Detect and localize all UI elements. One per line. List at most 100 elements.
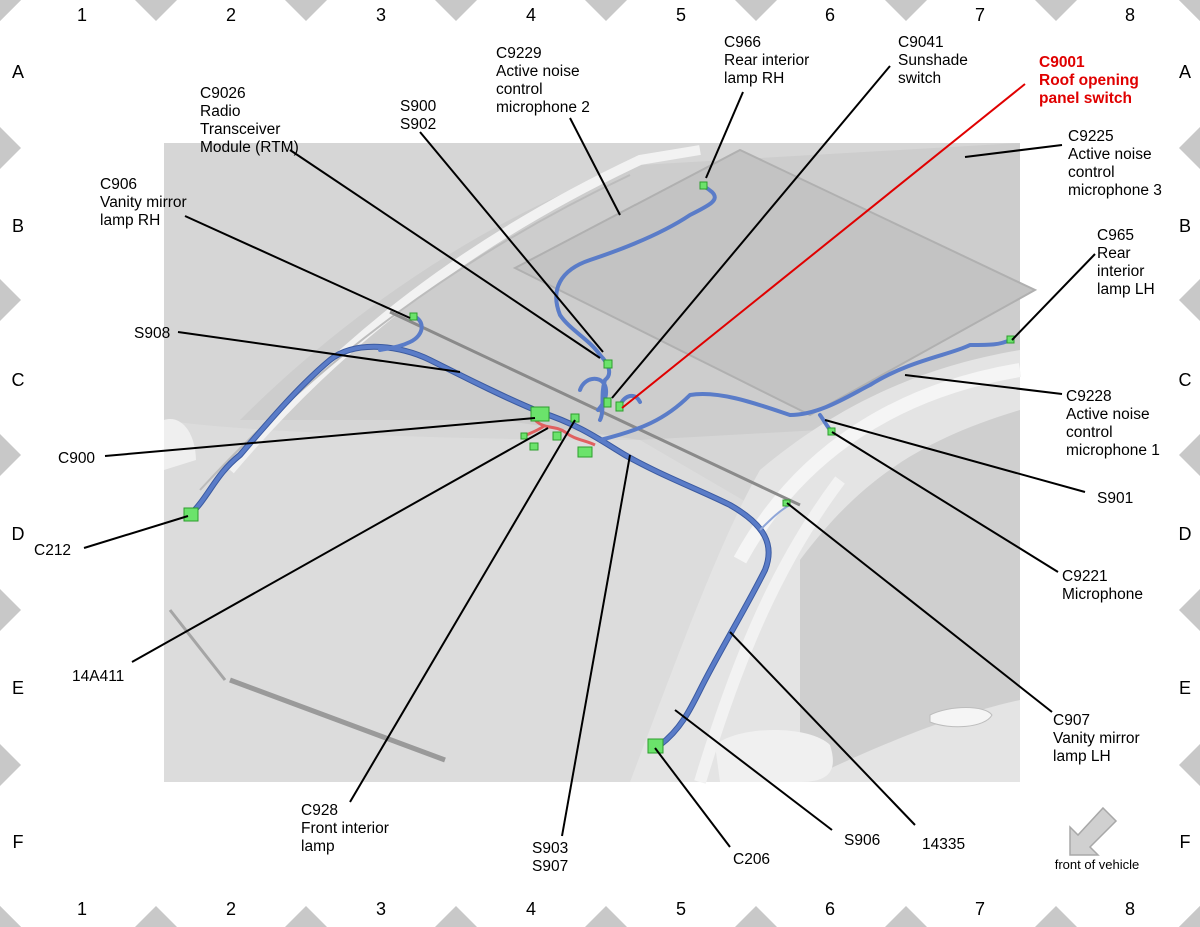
label-c906-line-2: Vanity mirror	[100, 194, 187, 211]
leader-c9228	[904, 374, 1063, 395]
label-c9001-line-1: C9001	[1039, 54, 1085, 71]
label-c9001: C9001 Roof opening panel switch	[1039, 54, 1143, 107]
label-c9228-line-1: C9228	[1066, 388, 1112, 405]
leader-lines	[83, 65, 1096, 848]
grid-col-2-top: 2	[226, 5, 236, 25]
connector-c928-b	[552, 431, 562, 441]
label-c9001-line-2: Roof opening	[1039, 72, 1139, 89]
grid-col-6-top: 6	[825, 5, 835, 25]
connectors	[183, 181, 1015, 754]
grid-col-8-top: 8	[1125, 5, 1135, 25]
mirror-left	[164, 419, 196, 470]
grid-marker-left-6	[0, 906, 21, 927]
label-c9229: C9229 Active noise control microphone 2	[496, 45, 590, 116]
grid-marker-left-2	[0, 279, 21, 321]
grid-row-b-right: B	[1179, 216, 1191, 236]
grid-marker-left-3	[0, 434, 21, 476]
label-c9229-line-3: control	[496, 81, 543, 98]
grid-col-4-top: 4	[526, 5, 536, 25]
label-s901: S901	[1097, 490, 1133, 507]
wiper-arm	[229, 677, 446, 763]
label-s900-s902: S900 S902	[400, 98, 441, 133]
grid-col-5-top: 5	[676, 5, 686, 25]
label-c9225: C9225 Active noise control microphone 3	[1068, 128, 1162, 199]
grid-marker-left-0	[0, 0, 21, 21]
harness-roof-cross	[598, 338, 1012, 442]
grid-marker-right-1	[1179, 127, 1200, 169]
label-c9026-line-3: Transceiver	[200, 121, 280, 138]
grid-marker-right-4	[1179, 589, 1200, 631]
label-c9228-line-4: microphone 1	[1066, 442, 1160, 459]
label-c965-line-2: Rear	[1097, 245, 1131, 262]
label-c966: C966 Rear interior lamp RH	[724, 34, 814, 87]
grid-row-c-right: C	[1179, 370, 1192, 390]
grid-marker-top-2	[285, 0, 327, 21]
label-c9228-line-2: Active noise	[1066, 406, 1150, 423]
label-s907: S907	[532, 858, 568, 875]
grid-col-6-bottom: 6	[825, 899, 835, 919]
label-c965-line-4: lamp LH	[1097, 281, 1155, 298]
grid-marker-bottom-7	[1035, 906, 1077, 927]
label-14335: 14335	[922, 836, 965, 853]
label-c928-line-2: Front interior	[301, 820, 389, 837]
grid-marker-left-4	[0, 589, 21, 631]
leader-c900	[104, 417, 536, 457]
grid-marker-top-5	[735, 0, 777, 21]
grid-marker-top-6	[885, 0, 927, 21]
label-c9026-line-2: Radio	[200, 103, 241, 120]
harness-c966-branch	[554, 183, 717, 357]
leader-s901	[824, 419, 1086, 493]
vehicle-illustration	[164, 143, 1038, 784]
grid-marker-top-4	[585, 0, 627, 21]
label-c9041: C9041 Sunshade switch	[898, 34, 972, 87]
a-pillar-right	[733, 363, 1022, 564]
door-handle	[929, 707, 993, 728]
grid-marker-bottom-4	[585, 906, 627, 927]
connector-c212	[183, 507, 199, 522]
label-c9026-line-1: C9026	[200, 85, 246, 102]
label-c966-line-2: Rear interior	[724, 52, 809, 69]
label-c907-line-3: lamp LH	[1053, 748, 1111, 765]
label-c9041-line-2: Sunshade	[898, 52, 968, 69]
label-c9228-line-3: control	[1066, 424, 1113, 441]
grid-marker-left-5	[0, 744, 21, 786]
label-c9026-line-4: Module (RTM)	[200, 139, 299, 156]
connector-lamp-small	[520, 432, 528, 440]
grid-row-f-right: F	[1180, 832, 1191, 852]
label-c212: C212	[34, 542, 71, 559]
grid-col-7-top: 7	[975, 5, 985, 25]
connector-c9026	[603, 359, 613, 369]
label-s903-s907: S903 S907	[532, 840, 573, 875]
leader-s908	[177, 331, 461, 373]
label-c906-line-1: C906	[100, 176, 137, 193]
grid-marker-top-1	[135, 0, 177, 21]
grid-col-1-bottom: 1	[77, 899, 87, 919]
leader-c9225	[964, 144, 1063, 158]
label-s908: S908	[134, 325, 170, 342]
label-c907-line-1: C907	[1053, 712, 1090, 729]
grid-col-3-top: 3	[376, 5, 386, 25]
connector-c9001	[615, 401, 624, 412]
label-c928-line-1: C928	[301, 802, 338, 819]
grid-col-5-bottom: 5	[676, 899, 686, 919]
grid-col-4-bottom: 4	[526, 899, 536, 919]
connector-c966	[699, 181, 708, 190]
label-c9229-line-4: microphone 2	[496, 99, 590, 116]
arrow-down-left-icon	[1069, 806, 1118, 856]
grid-row-f-left: F	[13, 832, 24, 852]
wiring-harness	[187, 183, 1012, 748]
label-c9221: C9221 Microphone	[1062, 568, 1143, 603]
label-c9041-line-3: switch	[898, 70, 941, 87]
label-c907: C907 Vanity mirror lamp LH	[1053, 712, 1144, 765]
wiper-blade	[168, 609, 227, 681]
connector-c9041	[603, 397, 612, 408]
label-c9221-line-2: Microphone	[1062, 586, 1143, 603]
leader-c9001	[621, 83, 1026, 409]
leader-s906	[674, 709, 833, 831]
windshield	[164, 420, 760, 782]
grid-column-labels-bottom: 1 2 3 4 5 6 7 8	[77, 899, 1135, 919]
sunroof-glass	[512, 148, 1038, 417]
grid-marker-left-1	[0, 127, 21, 169]
grid-row-c-left: C	[12, 370, 25, 390]
